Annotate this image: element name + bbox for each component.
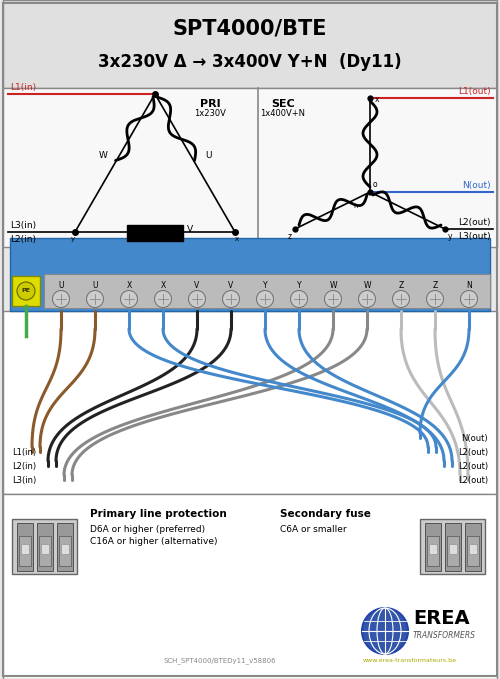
Text: www.erea-transformateurs.be: www.erea-transformateurs.be — [363, 659, 457, 663]
Text: PE: PE — [22, 289, 30, 293]
Bar — [41, 544, 49, 554]
Text: U: U — [58, 282, 64, 291]
Text: 1x400V+N: 1x400V+N — [260, 109, 306, 117]
Text: y: y — [71, 236, 75, 242]
Bar — [57, 523, 73, 571]
Bar — [445, 523, 461, 571]
Bar — [10, 238, 490, 311]
Text: EREA: EREA — [413, 610, 470, 629]
Text: V: V — [187, 225, 193, 234]
Text: X: X — [160, 282, 166, 291]
Text: C16A or higher (alternative): C16A or higher (alternative) — [90, 538, 218, 547]
Bar — [3, 311, 497, 494]
Circle shape — [256, 291, 274, 308]
Bar — [39, 536, 51, 566]
Circle shape — [86, 291, 104, 308]
Bar — [37, 523, 53, 571]
Text: L1(in): L1(in) — [10, 83, 36, 92]
Bar — [420, 519, 485, 574]
Circle shape — [362, 608, 408, 654]
Text: L2(out): L2(out) — [458, 218, 491, 227]
Text: Z: Z — [398, 282, 404, 291]
Bar — [21, 544, 29, 554]
Bar — [447, 536, 459, 566]
Text: L3(in): L3(in) — [10, 221, 36, 230]
Text: y: y — [448, 232, 452, 241]
Circle shape — [120, 291, 138, 308]
Text: SEC: SEC — [271, 99, 295, 109]
Bar — [17, 523, 33, 571]
Text: C6A or smaller: C6A or smaller — [280, 524, 346, 534]
Text: SPT4000/BTE: SPT4000/BTE — [173, 19, 327, 39]
Circle shape — [188, 291, 206, 308]
Circle shape — [222, 291, 240, 308]
Bar — [467, 536, 479, 566]
Text: L2(out): L2(out) — [458, 475, 488, 485]
Text: SCH_SPT4000/BTEDy11_v58806: SCH_SPT4000/BTEDy11_v58806 — [164, 658, 276, 664]
Circle shape — [17, 282, 35, 300]
Text: Primary line protection: Primary line protection — [90, 509, 227, 519]
Bar — [465, 523, 481, 571]
Text: L2(out): L2(out) — [458, 462, 488, 471]
Bar — [427, 536, 439, 566]
Text: z: z — [288, 232, 292, 241]
Circle shape — [460, 291, 477, 308]
Bar — [429, 544, 437, 554]
Bar — [19, 536, 31, 566]
Bar — [3, 88, 497, 247]
Circle shape — [154, 291, 172, 308]
Text: D6A or higher (preferred): D6A or higher (preferred) — [90, 524, 205, 534]
Text: V: V — [228, 282, 234, 291]
Text: o: o — [373, 180, 378, 189]
Bar — [449, 544, 457, 554]
Circle shape — [392, 291, 409, 308]
Text: L3(out): L3(out) — [458, 232, 491, 241]
Text: L3(in): L3(in) — [12, 475, 36, 485]
Text: W: W — [329, 282, 337, 291]
Text: L1(in): L1(in) — [12, 447, 36, 456]
Text: W: W — [98, 151, 108, 160]
Bar — [59, 536, 71, 566]
Text: U: U — [206, 151, 212, 160]
Text: TRANSFORMERS: TRANSFORMERS — [413, 631, 476, 640]
Text: X: X — [126, 282, 132, 291]
Bar — [127, 225, 183, 241]
Text: L1(out): L1(out) — [458, 87, 491, 96]
Bar — [469, 544, 477, 554]
Bar — [61, 544, 69, 554]
Circle shape — [358, 291, 376, 308]
Text: N(out): N(out) — [462, 181, 491, 190]
Text: x: x — [375, 96, 380, 105]
Text: U: U — [92, 282, 98, 291]
Circle shape — [426, 291, 444, 308]
Bar — [12, 276, 40, 306]
Text: W: W — [363, 282, 371, 291]
Bar — [3, 0, 497, 88]
Text: N(out): N(out) — [462, 433, 488, 443]
Text: 3x230V Δ → 3x400V Y+N  (Dy11): 3x230V Δ → 3x400V Y+N (Dy11) — [98, 53, 402, 71]
Text: x: x — [235, 236, 239, 242]
Bar — [3, 494, 497, 679]
Text: 1x230V: 1x230V — [194, 109, 226, 117]
Text: Y: Y — [262, 282, 268, 291]
Text: L2(in): L2(in) — [10, 235, 36, 244]
Text: L2(in): L2(in) — [12, 462, 36, 471]
Text: Y: Y — [296, 282, 302, 291]
Text: Secondary fuse: Secondary fuse — [280, 509, 371, 519]
Text: L2(out): L2(out) — [458, 447, 488, 456]
Bar — [425, 523, 441, 571]
Text: PRI: PRI — [200, 99, 220, 109]
Circle shape — [290, 291, 308, 308]
Text: V: V — [194, 282, 200, 291]
Text: n: n — [354, 202, 358, 208]
Bar — [44, 274, 490, 308]
Bar — [12, 519, 77, 574]
Text: Z: Z — [432, 282, 438, 291]
Text: N: N — [466, 282, 472, 291]
Circle shape — [324, 291, 342, 308]
Circle shape — [52, 291, 70, 308]
